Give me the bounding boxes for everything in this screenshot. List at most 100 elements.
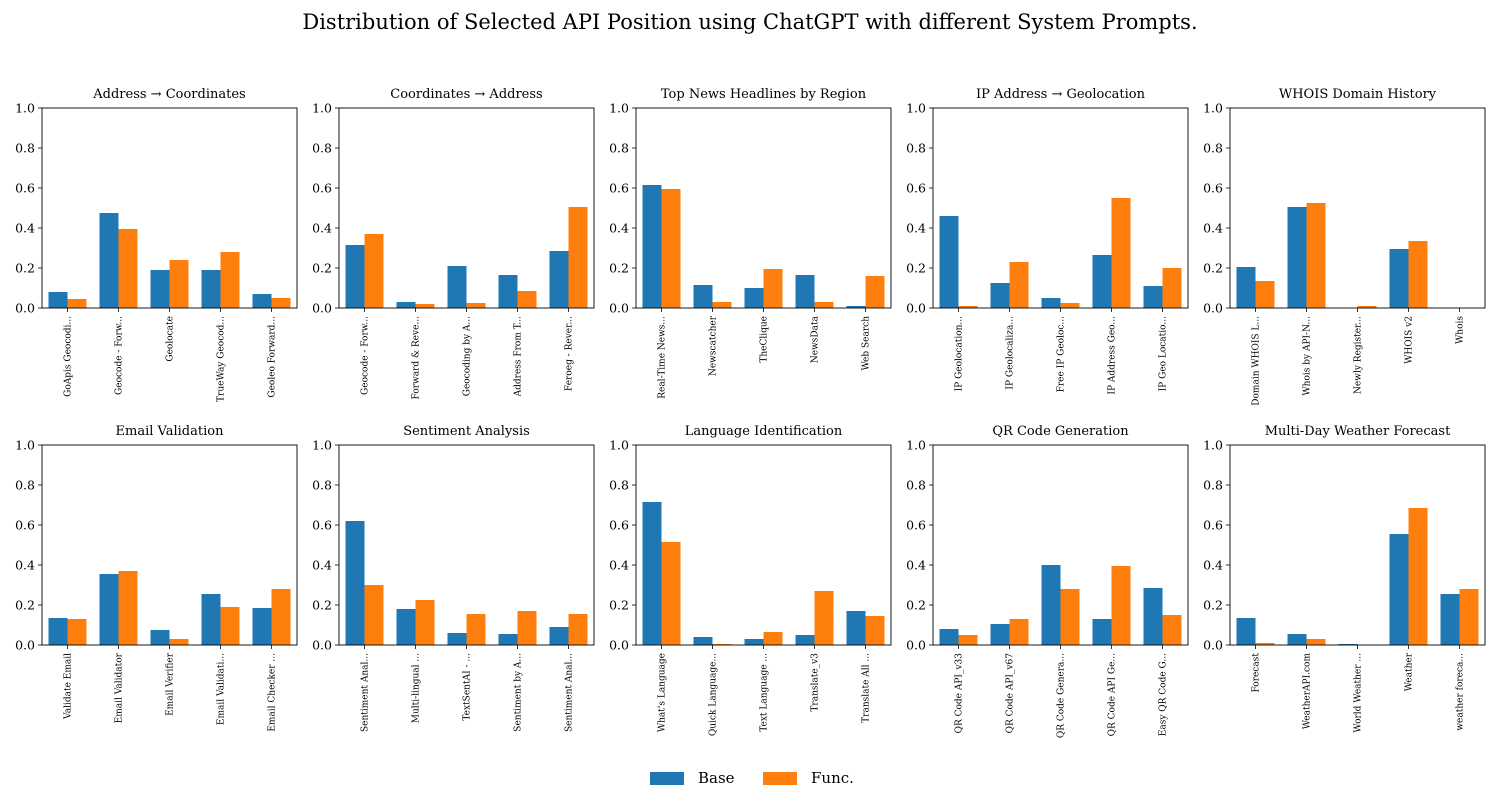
bar-func [1111, 198, 1131, 308]
bar-base [846, 611, 866, 645]
bar-func [517, 291, 537, 308]
y-tick-label: 1.0 [1203, 438, 1223, 453]
legend: Base Func. [0, 762, 1500, 792]
bar-func [466, 614, 486, 645]
bar-base [1287, 207, 1307, 308]
y-tick-label: 0.6 [15, 518, 35, 533]
bar-func [568, 207, 588, 308]
bar-func [517, 611, 537, 645]
legend-swatch-base [650, 771, 684, 785]
y-tick-label: 0.6 [312, 181, 332, 196]
subplot-2: Coordinates → Address 0.0 0.2 0.4 0.6 0.8 1.0 G… [312, 87, 595, 399]
legend-label-base: Base [698, 769, 735, 787]
bar-base [447, 266, 467, 308]
bar-base [549, 251, 569, 308]
bar-func [364, 585, 384, 645]
bar-base [396, 609, 416, 645]
y-tick-label: 0.8 [312, 478, 332, 493]
y-tick-label: 0.6 [312, 518, 332, 533]
x-tick-label: Weather [1405, 652, 1415, 691]
bar-func [1306, 639, 1326, 645]
y-tick-label: 1.0 [906, 438, 926, 453]
x-tick-label: Translate_v3 [811, 653, 821, 712]
y-tick-label: 0.2 [15, 261, 35, 276]
y-tick-label: 0.6 [1203, 181, 1223, 196]
y-tick-label: 0.6 [906, 518, 926, 533]
bar-func [1111, 566, 1131, 645]
y-tick-label: 0.0 [609, 301, 629, 316]
plot-frame [338, 107, 595, 309]
bar-func [1162, 268, 1182, 308]
plot-frame [338, 444, 595, 646]
x-tick-label: TrueWay Geocod... [217, 316, 227, 402]
subplot-title: Email Validation [116, 424, 225, 439]
y-tick-label: 0.4 [312, 221, 332, 236]
x-tick-label: Free IP Geoloc... [1057, 316, 1067, 393]
y-tick-label: 1.0 [609, 438, 629, 453]
bar-func [568, 614, 588, 645]
x-tick-label: Sentiment by A... [514, 653, 524, 732]
plot-frame [932, 107, 1189, 309]
y-tick-label: 0.2 [906, 598, 926, 613]
x-tick-label: QR Code Genera... [1057, 653, 1067, 738]
y-tick-label: 0.6 [15, 181, 35, 196]
x-tick-label: Sentiment Anal... [565, 653, 575, 732]
y-tick-label: 0.8 [906, 478, 926, 493]
bar-func [466, 303, 486, 308]
y-tick-label: 0.2 [906, 261, 926, 276]
x-tick-label: Address From T... [514, 316, 524, 398]
bar-func [220, 607, 240, 645]
bar-func [814, 591, 834, 645]
subplot-title: Multi-Day Weather Forecast [1265, 424, 1451, 439]
y-tick-label: 0.4 [1203, 221, 1223, 236]
y-tick-label: 0.4 [906, 221, 926, 236]
bar-base [795, 275, 815, 308]
subplot-title: Sentiment Analysis [403, 424, 530, 439]
bar-base [1143, 588, 1163, 645]
bar-base [1389, 534, 1409, 645]
y-tick-label: 0.0 [906, 301, 926, 316]
x-tick-label: Forecast [1252, 653, 1262, 693]
y-tick-label: 1.0 [1203, 101, 1223, 116]
bar-func [661, 189, 681, 308]
x-tick-label: WeatherAPI.com [1303, 653, 1313, 730]
y-tick-label: 0.0 [1203, 638, 1223, 653]
x-tick-label: Domain WHOIS L... [1252, 316, 1262, 406]
bar-func [271, 298, 291, 308]
y-tick-label: 0.4 [312, 558, 332, 573]
y-tick-label: 0.2 [312, 261, 332, 276]
bar-func [118, 229, 138, 308]
y-tick-label: 0.6 [609, 181, 629, 196]
y-tick-label: 0.6 [906, 181, 926, 196]
bar-func [1408, 241, 1428, 308]
bar-base [201, 594, 221, 645]
x-tick-label: TheClique [760, 316, 770, 363]
subplot-1: Address → Coordinates 0.0 0.2 0.4 0.6 0.8 1.0 G… [15, 87, 298, 402]
bar-func [169, 639, 189, 645]
y-tick-label: 0.0 [15, 301, 35, 316]
subplot-4: IP Address → Geolocation 0.0 0.2 0.4 0.6 0.8 1… [906, 87, 1189, 395]
bar-base [1143, 286, 1163, 308]
bar-func [763, 269, 783, 308]
x-tick-label: IP Address Geo... [1108, 316, 1118, 395]
bar-func [1459, 589, 1479, 645]
y-tick-label: 1.0 [906, 101, 926, 116]
bar-func [220, 252, 240, 308]
x-tick-label: Easy QR Code G... [1159, 653, 1169, 736]
y-tick-label: 0.8 [609, 478, 629, 493]
x-tick-label: Real-Time News... [658, 316, 668, 399]
bar-func [958, 306, 978, 308]
bar-base [795, 635, 815, 645]
y-tick-label: 0.0 [906, 638, 926, 653]
bar-func [1255, 643, 1275, 645]
y-tick-label: 0.0 [312, 301, 332, 316]
bar-func [814, 302, 834, 308]
x-tick-label: Whois [1456, 316, 1466, 344]
x-tick-label: Geoleo Forward... [268, 316, 278, 398]
bar-func [958, 635, 978, 645]
bar-base [252, 608, 272, 645]
x-tick-label: Feroeg - Rever... [565, 316, 575, 391]
legend-item-base: Base [650, 768, 735, 788]
y-tick-label: 0.2 [312, 598, 332, 613]
bar-base [1338, 644, 1358, 645]
